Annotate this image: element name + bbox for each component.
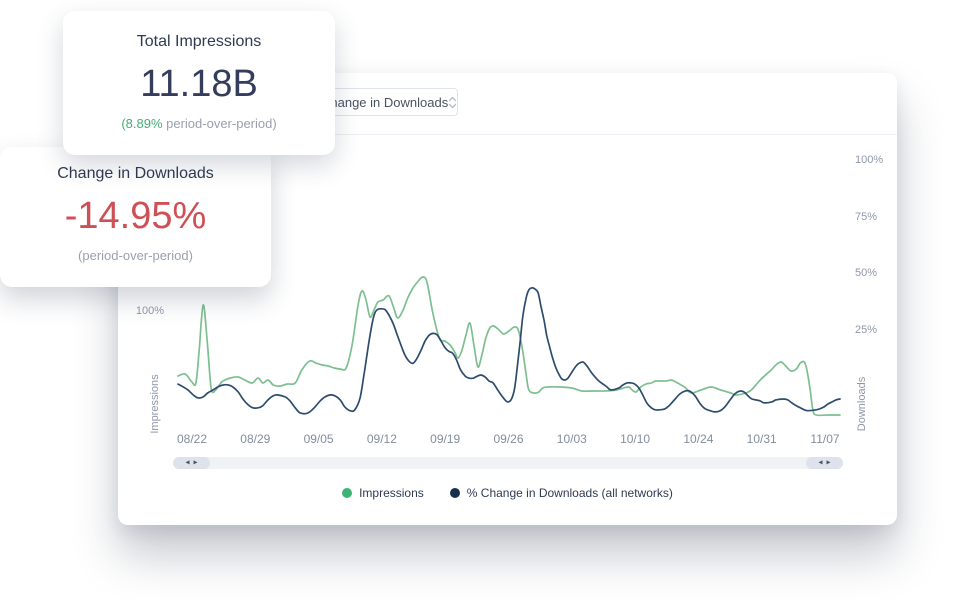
header-divider	[118, 134, 897, 135]
scrollbar-thumb-right[interactable]: ◂ ▸	[806, 457, 843, 469]
legend: Impressions % Change in Downloads (all ne…	[118, 486, 897, 500]
legend-dot-icon	[342, 488, 353, 498]
total-impressions-card: Total Impressions 11.18B (8.89% period-o…	[63, 11, 335, 155]
dropdown-caret-icon	[449, 96, 457, 108]
x-axis-label: 11/07	[810, 432, 840, 446]
x-axis-label: 09/19	[430, 432, 461, 446]
x-axis-label: 10/31	[746, 432, 777, 446]
card-value: -14.95%	[64, 195, 207, 237]
x-axis-label: 08/22	[176, 432, 208, 446]
right-axis-tick: 50%	[855, 267, 878, 279]
right-axis-tick: 100%	[855, 154, 884, 166]
card-title: Total Impressions	[136, 33, 262, 50]
chart-canvas[interactable]	[118, 73, 897, 525]
series-line-impressions[interactable]	[177, 276, 841, 417]
x-axis-label: 09/12	[366, 432, 397, 446]
scroll-left-icon[interactable]: ◂	[185, 457, 190, 467]
right-axis-title: Downloads	[856, 376, 868, 432]
left-axis-tick: 100%	[135, 305, 164, 317]
legend-label: Impressions	[359, 486, 424, 500]
delta-rest: period-over-period)	[162, 116, 277, 131]
metric-dropdown-value: Change in Downloads	[321, 94, 449, 110]
series-line-change-in-downloads-all-networks[interactable]	[177, 286, 841, 415]
x-axis-label: 10/03	[556, 432, 587, 446]
legend-item[interactable]: Impressions	[342, 486, 424, 500]
scroll-right-icon[interactable]: ▸	[826, 457, 831, 467]
x-axis-label: 10/24	[683, 432, 714, 446]
chart-card: Change in Downloads 100% 100% 75% 50% 25% I…	[118, 73, 897, 525]
scrollbar-thumb-left[interactable]: ◂ ▸	[173, 457, 210, 469]
x-axis-label: 09/26	[493, 432, 524, 446]
card-subtitle: (8.89% period-over-period)	[63, 116, 335, 131]
right-axis-tick: 75%	[855, 210, 878, 223]
x-axis-label: 09/05	[303, 432, 334, 446]
card-value: 11.18B	[140, 63, 258, 105]
scroll-right-icon[interactable]: ▸	[193, 457, 198, 467]
change-in-downloads-card: Change in Downloads -14.95% (period-over…	[0, 147, 271, 287]
legend-item[interactable]: % Change in Downloads (all networks)	[449, 486, 673, 500]
legend-dot-icon	[449, 488, 460, 498]
right-axis-tick: 25%	[855, 323, 878, 336]
scrollbar-track[interactable]: ◂ ▸ ◂ ▸	[173, 457, 843, 469]
x-axis-label: 08/29	[240, 432, 271, 446]
x-axis-label: 10/10	[620, 432, 651, 446]
card-subtitle: (period-over-period)	[78, 248, 193, 263]
scroll-left-icon[interactable]: ◂	[818, 457, 823, 467]
legend-label: % Change in Downloads (all networks)	[466, 486, 673, 500]
delta-positive: (8.89%	[121, 116, 163, 131]
card-title: Change in Downloads	[57, 165, 214, 182]
